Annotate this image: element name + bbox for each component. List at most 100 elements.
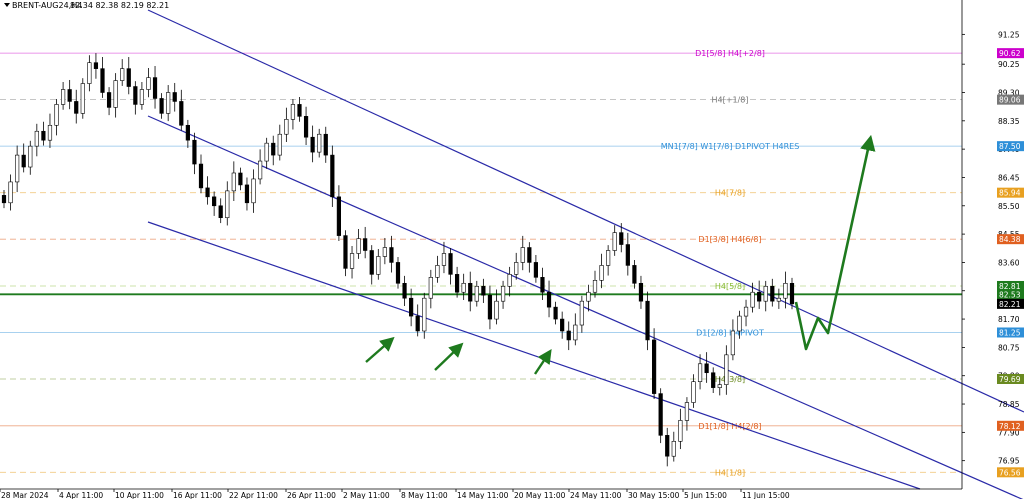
candle-body[interactable]	[28, 145, 33, 168]
candle-body[interactable]	[152, 77, 158, 99]
candle-body[interactable]	[625, 244, 630, 266]
candle-body[interactable]	[284, 119, 289, 135]
candle-body[interactable]	[487, 294, 493, 320]
candle-body[interactable]	[789, 282, 795, 305]
candle-body[interactable]	[724, 354, 729, 385]
candle-body[interactable]	[684, 402, 690, 421]
candle-body[interactable]	[179, 101, 184, 126]
candle-body[interactable]	[658, 393, 663, 436]
triangle-down-icon[interactable]	[4, 3, 10, 7]
candle-body[interactable]	[382, 247, 387, 257]
candle-body[interactable]	[560, 318, 565, 332]
candle-body[interactable]	[533, 262, 538, 278]
price-box[interactable]	[997, 141, 1024, 152]
candle-body[interactable]	[297, 104, 302, 117]
candle-body[interactable]	[422, 297, 427, 332]
candle-body[interactable]	[651, 339, 657, 394]
candle-body[interactable]	[441, 253, 447, 266]
price-box[interactable]	[997, 94, 1024, 105]
candle-body[interactable]	[47, 124, 53, 141]
candle-body[interactable]	[93, 62, 99, 69]
candle-body[interactable]	[783, 282, 788, 299]
price-box[interactable]	[997, 373, 1024, 384]
candle-body[interactable]	[592, 280, 598, 293]
candle-body[interactable]	[573, 324, 578, 341]
candle-body[interactable]	[198, 163, 204, 189]
candle-body[interactable]	[238, 172, 243, 186]
candle-body[interactable]	[711, 372, 716, 388]
candle-body[interactable]	[409, 297, 414, 317]
candle-body[interactable]	[251, 178, 256, 204]
candle-body[interactable]	[448, 253, 453, 275]
candle-body[interactable]	[15, 154, 20, 183]
candle-body[interactable]	[376, 256, 381, 275]
candle-body[interactable]	[159, 98, 164, 114]
candle-body[interactable]	[507, 274, 512, 287]
candle-body[interactable]	[520, 247, 525, 263]
candle-body[interactable]	[514, 262, 519, 275]
candle-body[interactable]	[454, 274, 460, 293]
candle-body[interactable]	[60, 89, 66, 105]
channel-line-upper[interactable]	[147, 9, 1024, 413]
candle-body[interactable]	[205, 187, 210, 198]
candle-body[interactable]	[225, 190, 230, 219]
candle-body[interactable]	[586, 291, 591, 302]
candle-body[interactable]	[435, 265, 440, 278]
price-box[interactable]	[997, 420, 1024, 431]
candle-body[interactable]	[599, 265, 604, 281]
candle-body[interactable]	[776, 297, 781, 302]
candle-body[interactable]	[757, 291, 762, 302]
candle-body[interactable]	[172, 92, 177, 102]
candle-body[interactable]	[166, 92, 171, 114]
price-box[interactable]	[997, 48, 1024, 59]
candle-body[interactable]	[553, 306, 558, 320]
candle-body[interactable]	[671, 440, 676, 457]
candle-body[interactable]	[146, 77, 151, 90]
candle-body[interactable]	[120, 68, 125, 81]
channel-line-lower[interactable]	[147, 221, 921, 490]
candle-body[interactable]	[428, 277, 433, 299]
candle-body[interactable]	[185, 124, 190, 141]
candle-body[interactable]	[612, 232, 617, 251]
candle-body[interactable]	[737, 315, 742, 332]
candle-body[interactable]	[113, 80, 118, 108]
candle-body[interactable]	[691, 381, 696, 403]
candle-body[interactable]	[474, 285, 479, 302]
candle-body[interactable]	[363, 238, 368, 251]
candle-body[interactable]	[606, 250, 611, 266]
candle-body[interactable]	[697, 363, 703, 382]
candle-body[interactable]	[126, 68, 131, 87]
price-box[interactable]	[997, 298, 1024, 309]
candle-body[interactable]	[678, 420, 683, 442]
candle-body[interactable]	[218, 205, 223, 219]
candle-body[interactable]	[356, 238, 361, 254]
candle-body[interactable]	[402, 282, 407, 299]
candle-body[interactable]	[303, 116, 309, 138]
candle-body[interactable]	[290, 104, 296, 120]
candle-body[interactable]	[8, 181, 13, 204]
candle-body[interactable]	[323, 133, 328, 156]
candle-body[interactable]	[21, 154, 26, 168]
candle-body[interactable]	[461, 282, 466, 293]
candle-body[interactable]	[665, 435, 670, 457]
candle-body[interactable]	[704, 363, 709, 374]
candle-body[interactable]	[212, 196, 217, 207]
candle-body[interactable]	[231, 172, 236, 192]
price-box[interactable]	[997, 467, 1024, 478]
candle-body[interactable]	[415, 315, 420, 332]
candle-body[interactable]	[257, 160, 263, 180]
candle-body[interactable]	[750, 291, 755, 308]
price-box[interactable]	[997, 327, 1024, 338]
candle-body[interactable]	[743, 306, 749, 317]
candle-body[interactable]	[41, 130, 46, 141]
candle-body[interactable]	[87, 62, 92, 84]
candle-body[interactable]	[500, 285, 506, 302]
candle-body[interactable]	[619, 232, 624, 245]
candle-body[interactable]	[34, 130, 39, 147]
candle-body[interactable]	[632, 265, 637, 284]
candle-body[interactable]	[336, 196, 342, 236]
candle-body[interactable]	[369, 250, 374, 275]
candle-body[interactable]	[481, 285, 486, 296]
